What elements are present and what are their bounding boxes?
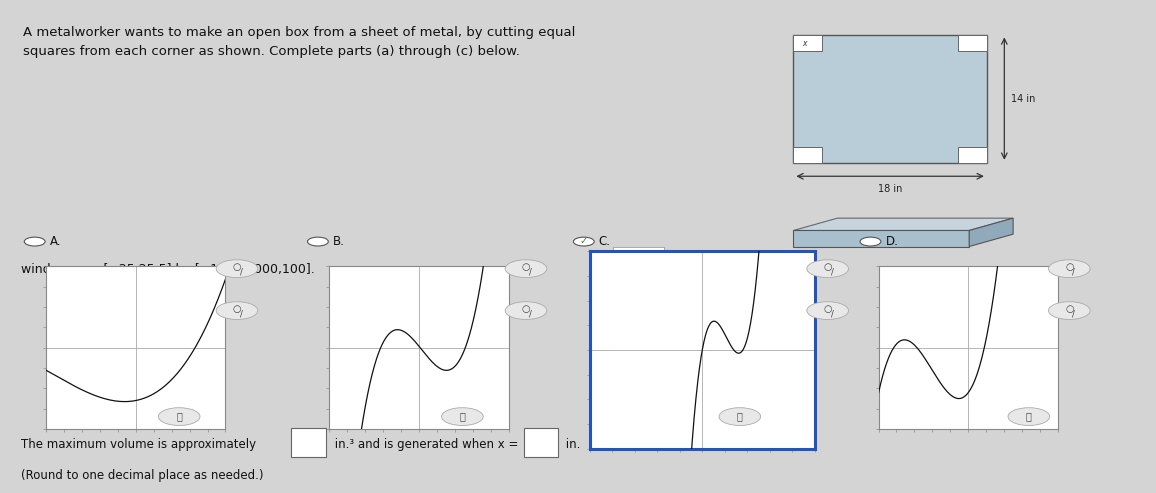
Text: ⧉: ⧉ — [736, 412, 743, 422]
Text: ✓: ✓ — [579, 236, 588, 246]
Polygon shape — [969, 218, 1013, 246]
Text: windows are [−25,25,5] by [−1000,1000,100].: windows are [−25,25,5] by [−1000,1000,10… — [21, 263, 314, 277]
Text: ○: ○ — [521, 304, 531, 314]
Polygon shape — [793, 231, 969, 246]
Polygon shape — [958, 147, 987, 163]
Text: /: / — [240, 309, 243, 318]
Text: in.³ and is generated when x =: in.³ and is generated when x = — [331, 438, 518, 451]
Text: (Round to one decimal place as needed.): (Round to one decimal place as needed.) — [21, 469, 264, 482]
Text: D.: D. — [885, 235, 898, 248]
Text: . . .: . . . — [631, 253, 645, 262]
Text: C.: C. — [599, 235, 610, 248]
Polygon shape — [793, 35, 822, 50]
Polygon shape — [958, 35, 987, 50]
Text: in.: in. — [562, 438, 580, 451]
Text: ⧉: ⧉ — [459, 412, 466, 422]
Text: The maximum volume is approximately: The maximum volume is approximately — [21, 438, 255, 451]
Text: /: / — [529, 267, 532, 276]
Text: ○: ○ — [232, 262, 242, 272]
Polygon shape — [793, 35, 987, 163]
Text: A.: A. — [50, 235, 61, 248]
Text: /: / — [831, 267, 833, 276]
Text: ○: ○ — [1065, 304, 1074, 314]
Text: ⧉: ⧉ — [176, 412, 183, 422]
Text: A metalworker wants to make an open box from a sheet of metal, by cutting equal
: A metalworker wants to make an open box … — [23, 26, 576, 58]
Text: 14 in: 14 in — [1010, 94, 1036, 104]
Text: ○: ○ — [1065, 262, 1074, 272]
Polygon shape — [793, 147, 822, 163]
Text: /: / — [831, 309, 833, 318]
Text: /: / — [1073, 309, 1075, 318]
Text: B.: B. — [333, 235, 344, 248]
Text: ○: ○ — [823, 262, 832, 272]
Text: ○: ○ — [521, 262, 531, 272]
Text: /: / — [1073, 267, 1075, 276]
Text: /: / — [529, 309, 532, 318]
Text: x: x — [802, 39, 807, 48]
Text: ⧉: ⧉ — [1025, 412, 1032, 422]
Polygon shape — [793, 218, 1013, 231]
Text: ○: ○ — [823, 304, 832, 314]
Text: 18 in: 18 in — [877, 183, 903, 194]
Text: /: / — [240, 267, 243, 276]
Text: ○: ○ — [232, 304, 242, 314]
